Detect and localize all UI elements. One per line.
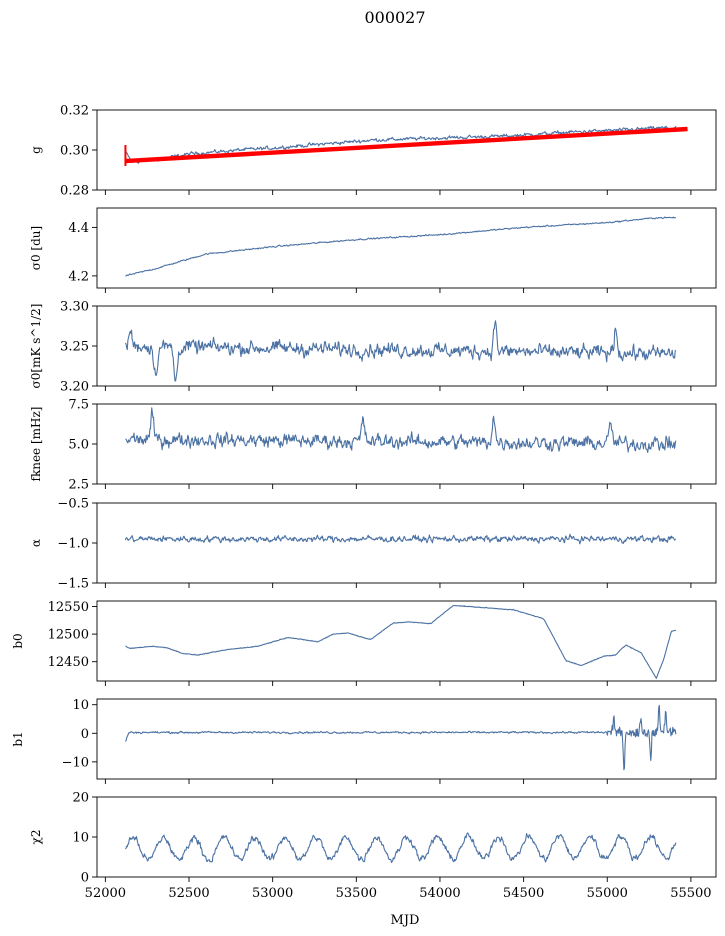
y-tick-label-fknee-0: 2.5: [68, 478, 89, 493]
series-line-g: [125, 125, 677, 164]
panel-sigma0_mk: 3.20 3.25 3.30 σ0[mK s^1/2]: [29, 300, 717, 395]
panel-chi2: 0 10 20 χ2: [29, 791, 717, 886]
y-tick-label-chi2-2: 20: [72, 791, 89, 806]
y-tick-label-sigma0_mk-2: 3.30: [60, 300, 89, 315]
y-label-b0: b0: [11, 633, 25, 648]
y-tick-label-chi2-0: 0: [81, 871, 89, 886]
x-tick-label-0: 52000: [85, 886, 126, 901]
figure-suptitle: 000027: [364, 8, 425, 27]
panel-sigma0: 4.2 4.4 σ0 [du]: [29, 207, 717, 293]
y-tick-label-alpha-0: −1.5: [57, 577, 89, 592]
series-line-alpha: [124, 533, 676, 545]
panel-frame-b1: [96, 698, 717, 780]
y-label-chi2: χ2: [29, 830, 43, 845]
series-line-b0: [125, 604, 677, 679]
fit-band-g: [125, 126, 688, 164]
panel-b1: −10 0 10 b1: [11, 698, 717, 784]
y-tick-label-b0-2: 12550: [48, 600, 89, 615]
series-line-sigma0: [125, 216, 677, 277]
y-tick-label-sigma0-1: 4.4: [68, 221, 89, 236]
y-tick-label-sigma0_mk-0: 3.20: [60, 380, 89, 395]
series-line-fknee: [125, 407, 677, 454]
y-tick-label-b1-0: −10: [62, 755, 89, 770]
x-tick-label-7: 55500: [670, 886, 711, 901]
y-tick-label-g-0: 0.28: [60, 184, 89, 199]
x-tick-label-2: 53000: [252, 886, 293, 901]
y-tick-label-fknee-1: 5.0: [68, 438, 89, 453]
panel-alpha: −1.5 −1.0 −0.5 α: [29, 497, 717, 592]
panel-frame-chi2: [96, 796, 717, 878]
y-label-sigma0: σ0 [du]: [29, 226, 43, 270]
y-label-g: g: [29, 146, 43, 154]
y-label-fknee: fknee [mHz]: [29, 407, 43, 482]
x-tick-label-6: 55000: [587, 886, 628, 901]
y-tick-label-alpha-1: −1.0: [57, 537, 89, 552]
x-tick-label-3: 53500: [336, 886, 377, 901]
y-tick-label-b0-0: 12450: [48, 655, 89, 670]
y-label-sigma0_mk: σ0[mK s^1/2]: [29, 304, 43, 389]
x-tick-label-5: 54500: [503, 886, 544, 901]
y-tick-label-b1-2: 10: [72, 698, 89, 713]
panels-group: 0.28 0.30 0.32 g 4.2 4.4 σ0 [du] 3.20 3.25 3.30 σ0…: [11, 104, 717, 901]
x-axis-label: MJD: [391, 913, 420, 928]
series-line-sigma0_mk: [124, 320, 677, 382]
y-tick-label-chi2-1: 10: [72, 831, 89, 846]
series-line-b1: [124, 704, 677, 771]
panel-frame-g: [96, 109, 717, 191]
x-tick-label-1: 52500: [168, 886, 209, 901]
series-line-chi2: [124, 832, 677, 863]
y-tick-label-g-2: 0.32: [60, 104, 89, 119]
y-label-alpha: α: [29, 539, 43, 547]
y-label-b1: b1: [11, 731, 25, 746]
y-tick-label-alpha-2: −0.5: [57, 497, 89, 512]
panel-g: 0.28 0.30 0.32 g: [29, 104, 717, 199]
y-tick-label-b1-1: 0: [81, 727, 89, 742]
panel-frame-b0: [96, 600, 717, 682]
y-tick-label-fknee-2: 7.5: [68, 398, 89, 413]
panel-frame-sigma0: [96, 207, 717, 289]
y-tick-label-sigma0-0: 4.2: [68, 269, 89, 284]
panel-fknee: 2.5 5.0 7.5 fknee [mHz]: [29, 398, 717, 493]
y-tick-label-sigma0_mk-1: 3.25: [60, 340, 89, 355]
y-tick-label-b0-1: 12500: [48, 628, 89, 643]
x-tick-label-4: 54000: [419, 886, 460, 901]
panel-b0: 12450 12500 12550 b0: [11, 600, 717, 686]
y-tick-label-g-1: 0.30: [60, 144, 89, 159]
